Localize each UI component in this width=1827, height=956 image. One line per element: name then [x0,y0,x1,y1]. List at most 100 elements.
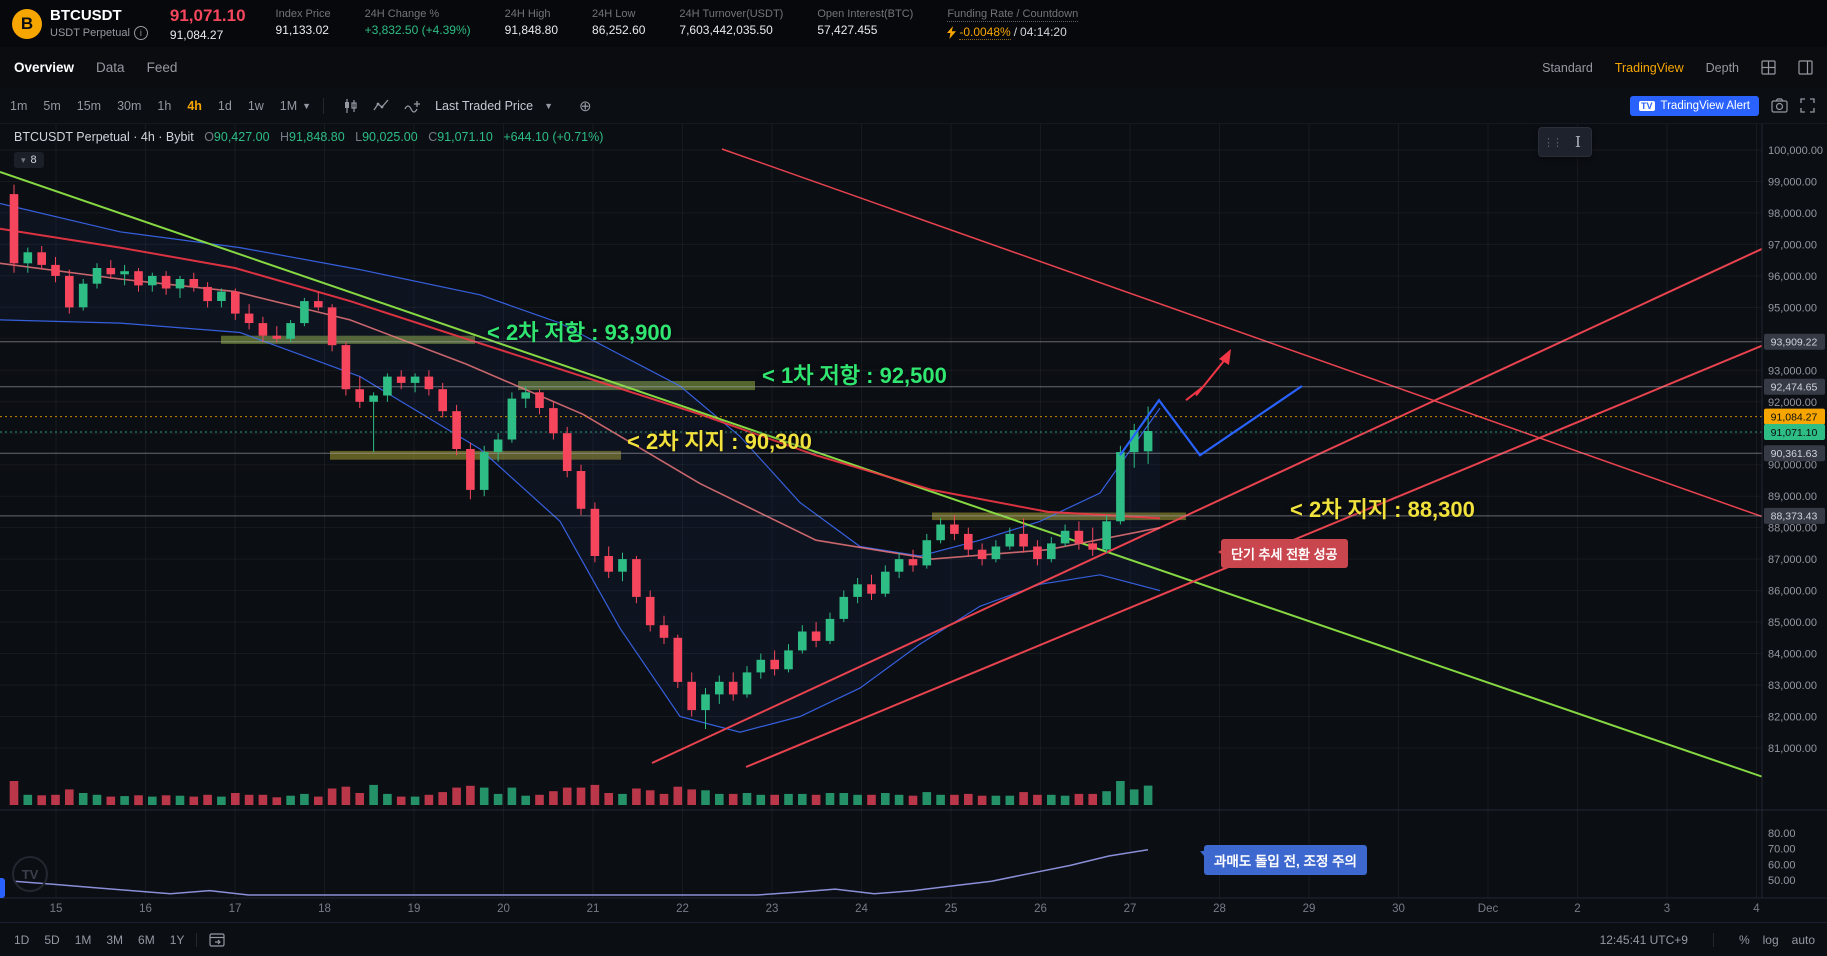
symbol-block[interactable]: BTCUSDT USDT Perpetual i [50,7,148,40]
volume-bars [9,781,1153,806]
chart-legend[interactable]: BTCUSDT Perpetual · 4h · Bybit O90,427.0… [14,130,603,144]
scale-auto-button[interactable]: auto [1791,932,1815,947]
svg-text:3: 3 [1664,903,1670,915]
indicators-collapse-pill[interactable]: ▾ 8 [14,152,44,168]
chart-mode-depth[interactable]: Depth [1705,60,1739,75]
drag-handle-icon[interactable]: ⋮⋮ [1543,136,1563,149]
legend-close-value: 91,071.10 [437,130,493,144]
range-5d[interactable]: 5D [44,932,60,947]
svg-text:70.00: 70.00 [1768,844,1796,856]
interval-4h[interactable]: 4h [187,98,202,113]
tab-data[interactable]: Data [96,60,125,75]
candles [9,184,1153,729]
panel-right-icon[interactable] [1798,60,1813,75]
divider [196,932,198,947]
svg-text:Dec: Dec [1478,903,1499,915]
svg-text:98,000.00: 98,000.00 [1768,208,1817,220]
svg-text:21: 21 [587,903,600,915]
svg-text:60.00: 60.00 [1768,859,1796,871]
resistance-2-annotation: < 2차 저항 : 93,900 [487,320,672,345]
contract-type: USDT Perpetual [50,27,130,39]
header-stats: Index Price 91,133.02 24H Change % +3,83… [276,8,1079,40]
compare-icon[interactable] [404,99,421,113]
svg-text:88,000.00: 88,000.00 [1768,523,1817,535]
range-1m[interactable]: 1M [74,932,92,947]
svg-text:30: 30 [1392,903,1405,915]
interval-1d[interactable]: 1d [217,98,232,113]
chevron-down-icon: ▾ [21,154,26,165]
svg-text:91,071.10: 91,071.10 [1771,427,1818,439]
resistance-1-annotation: < 1차 저항 : 92,500 [762,363,947,388]
svg-text:83,000.00: 83,000.00 [1768,680,1817,692]
layout-grid-icon[interactable] [1761,60,1776,75]
svg-text:18: 18 [318,903,331,915]
funding-rate-value: -0.0048% [959,24,1011,40]
scale-log-button[interactable]: log [1762,932,1779,947]
text-tool-icon[interactable]: I [1575,133,1581,151]
interval-1h[interactable]: 1h [157,98,172,113]
info-icon[interactable]: i [133,26,148,40]
svg-text:84,000.00: 84,000.00 [1768,649,1817,661]
svg-text:20: 20 [497,903,510,915]
interval-5m[interactable]: 5m [43,98,61,113]
tradingview-logo-icon: TV [1638,100,1655,111]
circle-plus-icon[interactable]: ⊕ [578,97,592,115]
price-pane [0,148,1762,806]
price-source-select[interactable]: Last Traded Price ▼ [435,98,553,113]
divider [1712,932,1714,947]
scale-percent-button[interactable]: % [1738,932,1750,947]
range-1d[interactable]: 1D [14,932,30,947]
rsi-pane [13,848,1149,896]
fullscreen-icon[interactable] [1800,98,1815,113]
svg-text:88,373.43: 88,373.43 [1771,511,1818,523]
support-2b-annotation: < 2차 지지 : 88,300 [1290,497,1475,522]
chart-mode-tradingview[interactable]: TradingView [1614,60,1684,75]
range-3m[interactable]: 3M [106,932,124,947]
svg-text:99,000.00: 99,000.00 [1768,177,1817,189]
pane-scroll-indicator[interactable] [0,878,5,898]
camera-icon[interactable] [1771,98,1788,113]
interval-30m[interactable]: 30m [117,98,142,113]
bybit-logo: B [12,8,42,39]
svg-text:17: 17 [229,903,242,915]
svg-text:92,474.65: 92,474.65 [1771,382,1818,394]
svg-text:27: 27 [1124,903,1137,915]
interval-1w[interactable]: 1w [247,98,264,113]
svg-text:82,000.00: 82,000.00 [1768,712,1817,724]
interval-more-icon[interactable]: ▼ [302,100,312,111]
tab-feed[interactable]: Feed [146,60,178,75]
range-1y[interactable]: 1Y [169,932,185,947]
legend-open-label: O [204,130,214,144]
chart-mode-standard[interactable]: Standard [1542,60,1593,75]
last-price: 91,071.10 [169,5,246,25]
legend-high-label: H [280,130,290,144]
tradingview-alert-button[interactable]: TV TradingView Alert [1629,95,1759,116]
interval-1m[interactable]: 1m [10,98,28,113]
svg-text:24: 24 [855,903,868,915]
legend-open-value: 90,427.00 [213,130,270,144]
range-6m[interactable]: 6M [138,932,155,947]
interval-1M[interactable]: 1M [279,98,298,113]
legend-low-value: 90,025.00 [362,130,418,144]
funding-countdown: 04:14:20 [1020,25,1067,39]
floating-drawing-toolbar: ⋮⋮ I [1538,127,1592,157]
svg-text:90,361.63: 90,361.63 [1771,448,1818,460]
svg-text:95,000.00: 95,000.00 [1768,302,1817,314]
svg-text:97,000.00: 97,000.00 [1768,239,1817,251]
lightning-icon [947,25,957,39]
tab-overview[interactable]: Overview [14,60,75,75]
svg-text:29: 29 [1303,903,1316,915]
price-axis[interactable]: 100,000.00 99,000.00 98,000.00 97,000.00 96,… [1768,145,1823,755]
date-axis[interactable]: 15 16 17 18 19 20 21 22 23 24 25 26 27 28 29 30 Dec 2 3 4 [50,903,1761,915]
stat-funding-rate[interactable]: Funding Rate / Countdown -0.0048% / 04:1… [947,7,1079,40]
clock[interactable]: 12:45:41 UTC+9 [1599,932,1688,947]
chart-style-icon[interactable] [343,98,359,114]
svg-text:2: 2 [1574,903,1580,915]
divider [323,97,325,114]
interval-15m[interactable]: 15m [76,98,102,113]
goto-date-icon[interactable] [209,932,225,947]
indicators-icon[interactable] [373,98,390,113]
svg-text:23: 23 [766,903,779,915]
